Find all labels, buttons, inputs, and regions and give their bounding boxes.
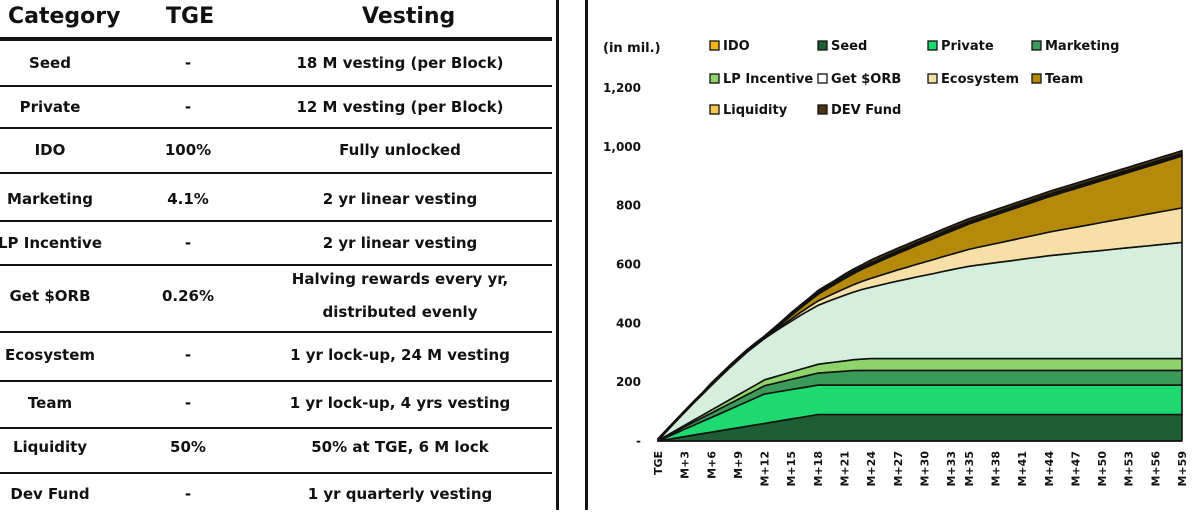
- row-vesting: 1 yr lock-up, 4 yrs vesting: [289, 394, 511, 412]
- x-tick-label: TGE: [652, 451, 665, 475]
- x-tick-label: M+6: [705, 451, 718, 479]
- row-vesting: 2 yr linear vesting: [322, 234, 478, 252]
- row-category: Get $ORB: [9, 287, 91, 305]
- row-tge: 0.26%: [161, 287, 215, 305]
- x-tick-label: M+12: [759, 451, 772, 486]
- row-category: LP Incentive: [0, 234, 103, 252]
- row-category: Ecosystem: [4, 346, 96, 364]
- x-tick-label: M+27: [892, 451, 905, 486]
- row-vesting: 1 yr lock-up, 24 M vesting: [290, 346, 510, 364]
- row-category: Seed: [29, 54, 71, 72]
- row-vesting-line2: distributed evenly: [322, 303, 478, 321]
- row-divider: [0, 85, 552, 87]
- legend-swatch-get-orb: [817, 73, 828, 84]
- x-tick-label: M+56: [1149, 451, 1162, 487]
- y-tick-label: -: [636, 434, 641, 448]
- y-unit-label: (in mil.): [603, 41, 661, 56]
- legend-swatch-ido: [709, 40, 720, 51]
- header-vesting: Vesting: [362, 4, 456, 29]
- row-vesting-line1: Halving rewards every yr,: [291, 270, 509, 288]
- header-divider: [0, 37, 552, 41]
- row-category: Private: [19, 98, 81, 116]
- legend-label-marketing: Marketing: [1045, 39, 1119, 54]
- row-divider: [0, 220, 552, 222]
- legend-label-team: Team: [1045, 72, 1083, 87]
- legend-swatch-private: [927, 40, 938, 51]
- row-category: IDO: [34, 141, 66, 159]
- row-tge: -: [184, 485, 192, 503]
- x-tick-label: M+33: [945, 451, 958, 486]
- token-unlock-chart: (in mil.) - 200 400 600 800 1,000 1,200 TGE M+3 M+…: [595, 0, 1200, 510]
- row-divider: [0, 427, 552, 429]
- x-tick-label: M+9: [732, 451, 745, 479]
- x-tick-label: M+44: [1043, 451, 1056, 487]
- row-tge: -: [184, 54, 192, 72]
- x-tick-label: M+18: [812, 451, 825, 486]
- x-tick-label: M+59: [1176, 451, 1189, 486]
- panel-divider-left: [556, 0, 559, 510]
- row-divider: [0, 380, 552, 382]
- panel-divider-right: [585, 0, 588, 510]
- row-divider: [0, 172, 552, 174]
- row-divider: [0, 331, 552, 333]
- x-tick-label: M+24: [865, 451, 878, 487]
- row-vesting: Fully unlocked: [339, 141, 461, 159]
- legend-swatch-ecosystem: [927, 73, 938, 84]
- row-vesting: 12 M vesting (per Block): [296, 98, 504, 116]
- legend-swatch-dev-fund: [817, 104, 828, 115]
- legend-swatch-seed: [817, 40, 828, 51]
- row-category: Dev Fund: [10, 485, 90, 503]
- legend-label-ecosystem: Ecosystem: [941, 72, 1019, 87]
- row-tge: 50%: [170, 438, 206, 456]
- x-tick-label: M+50: [1096, 451, 1109, 487]
- x-tick-label: M+35: [963, 451, 976, 486]
- legend-label-dev-fund: DEV Fund: [831, 103, 901, 118]
- row-divider: [0, 264, 552, 266]
- legend-label-lp-incentive: LP Incentive: [723, 72, 813, 87]
- row-tge: -: [184, 98, 192, 116]
- row-tge: -: [184, 394, 192, 412]
- vesting-table: Category TGE Vesting Seed - 18 M vesting (…: [0, 0, 556, 510]
- legend-swatch-lp-incentive: [709, 73, 720, 84]
- row-category: Liquidity: [12, 438, 88, 456]
- x-tick-label: M+47: [1069, 451, 1082, 486]
- legend-swatch-marketing: [1031, 40, 1042, 51]
- x-tick-label: M+53: [1123, 451, 1136, 486]
- y-tick-label: 800: [616, 199, 641, 213]
- chart-svg: (in mil.) - 200 400 600 800 1,000 1,200 TGE M+3 M+…: [603, 39, 1189, 487]
- legend-label-ido: IDO: [723, 39, 750, 54]
- legend-label-seed: Seed: [831, 39, 867, 54]
- row-vesting: 50% at TGE, 6 M lock: [311, 438, 489, 456]
- row-divider: [0, 472, 552, 474]
- area-dev-fund: [657, 149, 1183, 440]
- legend-label-liquidity: Liquidity: [723, 103, 788, 118]
- row-category: Marketing: [7, 190, 93, 208]
- x-tick-label: M+30: [918, 451, 931, 487]
- x-tick-label: M+3: [679, 451, 692, 479]
- row-tge: -: [184, 234, 192, 252]
- row-category: Team: [27, 394, 73, 412]
- header-category: Category: [8, 4, 121, 29]
- row-tge: 100%: [164, 141, 212, 159]
- row-vesting: 2 yr linear vesting: [322, 190, 478, 208]
- y-tick-label: 1,200: [603, 81, 641, 95]
- row-vesting: 18 M vesting (per Block): [296, 54, 504, 72]
- legend-swatch-liquidity: [709, 104, 720, 115]
- x-tick-label: M+41: [1016, 451, 1029, 486]
- row-divider: [0, 127, 552, 129]
- y-tick-label: 1,000: [603, 140, 641, 154]
- y-tick-label: 400: [616, 316, 641, 330]
- x-tick-label: M+21: [839, 451, 852, 486]
- y-tick-label: 600: [616, 258, 641, 272]
- legend-swatch-team: [1031, 73, 1042, 84]
- row-vesting: 1 yr quarterly vesting: [307, 485, 493, 503]
- x-tick-label: M+38: [990, 451, 1003, 486]
- header-tge: TGE: [166, 4, 215, 29]
- y-tick-label: 200: [616, 375, 641, 389]
- row-tge: 4.1%: [167, 190, 209, 208]
- x-tick-label: M+15: [785, 451, 798, 486]
- row-tge: -: [184, 346, 192, 364]
- legend-label-private: Private: [941, 39, 994, 54]
- legend-label-get-orb: Get $ORB: [831, 72, 901, 87]
